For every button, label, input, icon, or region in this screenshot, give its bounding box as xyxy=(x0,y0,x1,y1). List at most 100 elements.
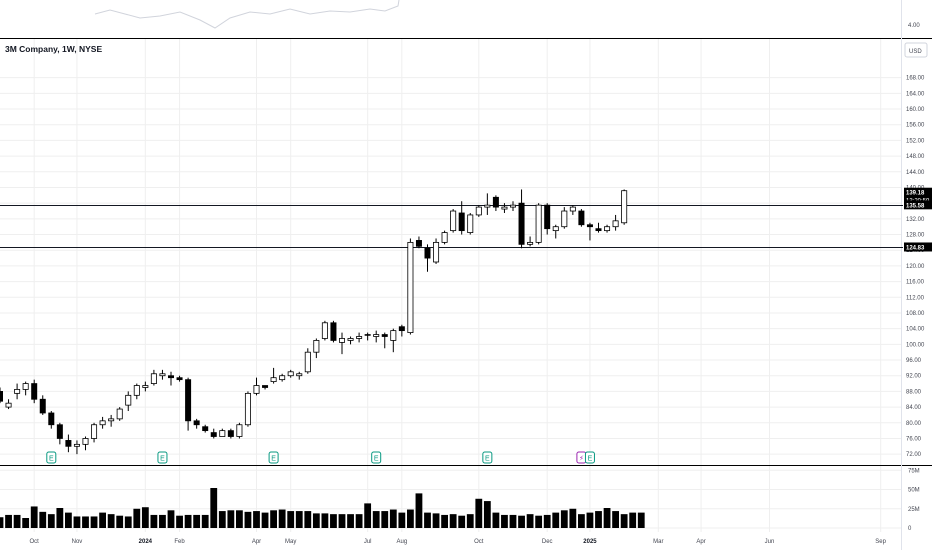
volume-tick-label: 0 xyxy=(908,526,912,532)
candle xyxy=(253,377,260,396)
currency-box[interactable]: USD xyxy=(904,42,928,58)
volume-bar xyxy=(210,488,218,528)
price-tick-label: 112.00 xyxy=(906,295,925,301)
candle-body-up xyxy=(501,206,508,210)
volume-bar xyxy=(133,508,141,528)
price-tick-label: 88.00 xyxy=(906,389,922,395)
earnings-badge[interactable]: E xyxy=(371,451,382,464)
earnings-badge[interactable]: E xyxy=(268,451,279,464)
candle-body-up xyxy=(150,373,157,384)
volume-bar xyxy=(569,508,577,528)
candle-body-down xyxy=(31,383,38,400)
candle xyxy=(73,440,80,455)
price-tick-label: 76.00 xyxy=(906,436,922,442)
earnings-badge[interactable]: E xyxy=(46,451,57,464)
candle-body-down xyxy=(381,334,388,337)
dividend-badge[interactable]: ⚡ xyxy=(576,451,587,464)
volume-bar xyxy=(5,514,12,528)
candle xyxy=(176,375,183,382)
candle-body-down xyxy=(39,398,46,414)
candle xyxy=(227,428,234,439)
candle xyxy=(321,320,328,341)
volume-bar xyxy=(637,512,645,528)
candle xyxy=(91,422,98,443)
candle xyxy=(484,193,491,215)
candle-body-down xyxy=(492,196,499,208)
candle-body-up xyxy=(14,389,21,394)
price-tick-label: 80.00 xyxy=(906,421,922,427)
candle xyxy=(330,320,337,343)
candle xyxy=(441,230,448,245)
time-axis[interactable]: Oct Nov 2024 Feb Apr May Jul Aug Oct Dec 2025 Mar Ap… xyxy=(30,539,887,545)
volume-bar xyxy=(364,503,372,528)
price-tick-label: 92.00 xyxy=(906,374,922,380)
time-tick-label: Jun xyxy=(765,539,775,545)
time-tick-label: Mar xyxy=(653,539,663,545)
volume-bar xyxy=(39,511,47,528)
volume-bar xyxy=(560,510,568,528)
candle-body-up xyxy=(347,338,354,341)
level-upper-tag: 135.58 xyxy=(904,200,932,210)
candle xyxy=(270,367,277,384)
candle-body-down xyxy=(578,210,585,226)
candle-body-up xyxy=(159,373,166,377)
candle-body-down xyxy=(56,424,63,439)
volume-series xyxy=(0,488,645,528)
top-pane-axis-label: 4.00 xyxy=(908,23,920,29)
candle-body-up xyxy=(527,241,534,245)
price-tick-label: 128.00 xyxy=(906,233,925,239)
candle-body-up xyxy=(552,226,559,232)
volume-bar xyxy=(381,511,389,528)
candle-body-up xyxy=(569,206,576,212)
volume-bar xyxy=(107,514,115,528)
horizontal-levels[interactable] xyxy=(0,205,903,248)
candle xyxy=(561,207,568,229)
volume-bar xyxy=(372,511,380,528)
earnings-badge[interactable]: E xyxy=(482,451,493,464)
candle xyxy=(373,330,380,343)
volume-bar xyxy=(65,512,72,528)
candle xyxy=(22,381,29,396)
candle-body-up xyxy=(73,443,80,447)
candle xyxy=(338,332,345,355)
candle xyxy=(193,418,200,429)
volume-bar xyxy=(398,512,406,528)
candle xyxy=(398,324,405,337)
candle xyxy=(150,369,157,386)
candle xyxy=(364,332,371,341)
time-tick-label: Aug xyxy=(397,539,408,545)
price-tick-label: 96.00 xyxy=(906,358,922,364)
candle-body-down xyxy=(0,391,3,402)
candle-body-up xyxy=(561,210,568,228)
event-badge-label: E xyxy=(271,456,276,463)
candle-body-down xyxy=(586,224,593,228)
candle-body-up xyxy=(287,371,294,377)
time-tick-label: Feb xyxy=(174,539,185,545)
candle-body-down xyxy=(458,212,465,232)
volume-bar xyxy=(355,514,363,528)
candle xyxy=(65,434,72,453)
event-badge-label: E xyxy=(485,456,490,463)
candle xyxy=(244,391,251,427)
candle-body-up xyxy=(304,351,311,373)
candle-body-up xyxy=(219,430,226,437)
volume-bar xyxy=(278,509,286,528)
earnings-badge[interactable]: E xyxy=(584,451,595,464)
volume-bar xyxy=(492,512,500,528)
earnings-badge[interactable]: E xyxy=(157,451,168,464)
volume-bar xyxy=(441,514,448,528)
volume-bar xyxy=(193,514,201,528)
candle xyxy=(381,332,388,349)
candle xyxy=(467,212,474,235)
candle xyxy=(159,369,166,380)
candle xyxy=(279,373,286,382)
candle xyxy=(586,222,593,241)
volume-bar xyxy=(535,515,543,528)
candle xyxy=(14,383,21,400)
candle-body-up xyxy=(621,190,628,224)
volume-bar xyxy=(184,514,192,528)
time-tick-label: Apr xyxy=(696,539,705,545)
volume-bar xyxy=(620,514,628,528)
event-badges[interactable]: E E E E E ⚡ E xyxy=(46,451,595,464)
